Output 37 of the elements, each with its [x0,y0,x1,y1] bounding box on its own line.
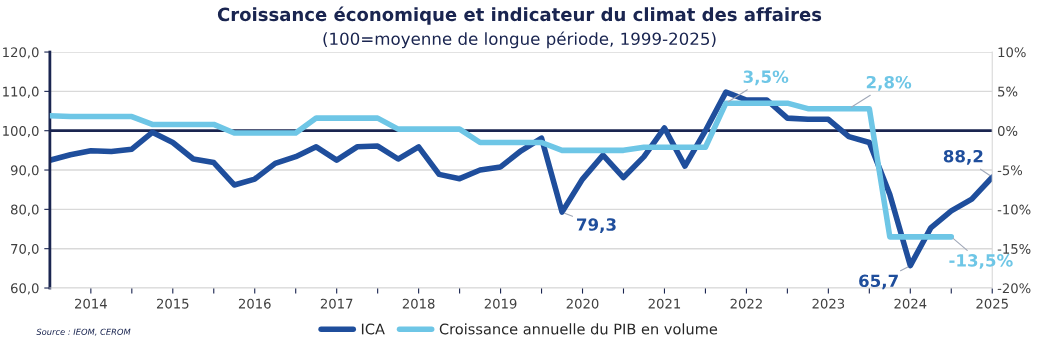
y2-tick-label: -20% [997,283,1031,294]
data-label: 88,2 [943,149,983,165]
y2-tick-label: 0% [997,125,1018,136]
y2-tick-label: -15% [997,243,1031,254]
y2-tick-label: -5% [997,165,1023,176]
x-tick-label: 2017 [320,298,353,309]
y2-tick-label: 10% [998,47,1026,58]
y2-tick-label: -10% [997,204,1031,215]
x-tick-label: 2015 [156,298,189,309]
data-label: 79,3 [577,218,616,233]
x-tick-label: 2025 [976,298,1008,309]
chart-title: Croissance économique et indicateur du climat des affaires [217,6,822,25]
y-tick-label: 80,0 [10,204,39,216]
x-tick-label: 2019 [484,298,517,309]
y2-tick-label: 5% [998,86,1018,97]
x-tick-label: 2016 [238,298,271,309]
y-tick-label: 100,0 [3,125,39,138]
x-tick-label: 2022 [730,298,762,309]
x-tick-label: 2024 [894,298,927,309]
data-label: -13,5% [949,254,1013,269]
data-label: 2,8% [866,75,912,91]
y-tick-label: 70,0 [11,243,39,256]
y-tick-label: 60,0 [11,283,39,295]
data-label: 3,5% [743,70,789,86]
y-tick-label: 110,0 [3,86,39,98]
x-tick-label: 2014 [75,298,107,309]
x-tick-label: 2021 [648,298,681,309]
y-tick-label: 120,0 [3,47,39,59]
source-note: Source : IEOM, CEROM [36,328,131,336]
x-tick-label: 2023 [812,298,845,309]
data-label: 65,7 [859,274,898,290]
y-tick-label: 90,0 [10,165,39,177]
legend-label: Croissance annuelle du PIB en volume [439,323,718,335]
legend-label: ICA [361,323,385,335]
x-tick-label: 2018 [402,298,435,309]
chart-subtitle: (100=moyenne de longue période, 1999-2025) [323,31,716,49]
x-tick-label: 2020 [566,298,599,309]
